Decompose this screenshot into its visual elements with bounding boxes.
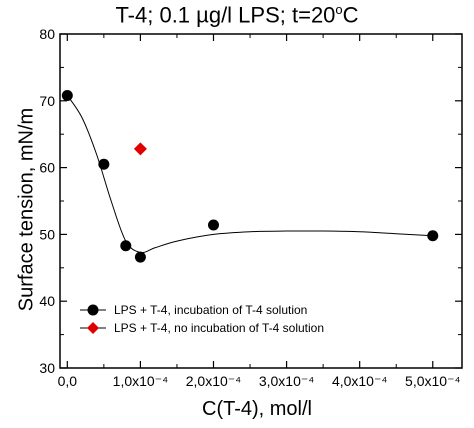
chart-title: T-4; 0.1 µg/l LPS; t=20oC xyxy=(115,2,359,28)
y-tick-label: 40 xyxy=(39,293,55,309)
y-tick-label: 60 xyxy=(39,160,55,176)
y-tick-label: 50 xyxy=(39,226,55,242)
y-tick-label: 30 xyxy=(39,360,55,376)
data-point-circle xyxy=(61,89,73,101)
data-point-circle xyxy=(427,230,439,242)
data-point-diamond xyxy=(133,142,147,156)
x-tick-label: 3,0x10⁻⁴ xyxy=(259,373,314,389)
plot-frame xyxy=(59,33,463,369)
x-tick-label: 0,0 xyxy=(58,373,78,389)
x-tick-label: 5,0x10⁻⁴ xyxy=(405,373,460,389)
x-tick-label: 1,0x10⁻⁴ xyxy=(113,373,168,389)
legend-entry: LPS + T-4, incubation of T-4 solution xyxy=(114,303,307,317)
data-point-circle xyxy=(207,219,219,231)
y-tick-label: 70 xyxy=(39,93,55,109)
legend-entry: LPS + T-4, no incubation of T-4 solution xyxy=(114,321,324,335)
data-point-circle xyxy=(134,251,146,263)
y-axis-label: Surface tension, mN/m xyxy=(15,107,38,312)
fit-curve xyxy=(66,95,433,254)
data-point-circle xyxy=(120,240,132,252)
x-tick-label: 4,0x10⁻⁴ xyxy=(332,373,387,389)
y-tick-label: 80 xyxy=(39,26,55,42)
x-axis-label: C(T-4), mol/l xyxy=(202,398,312,420)
data-point-circle xyxy=(98,158,110,170)
legend-marker xyxy=(87,322,99,334)
legend-marker xyxy=(87,304,99,316)
x-tick-label: 2,0x10⁻⁴ xyxy=(186,373,241,389)
